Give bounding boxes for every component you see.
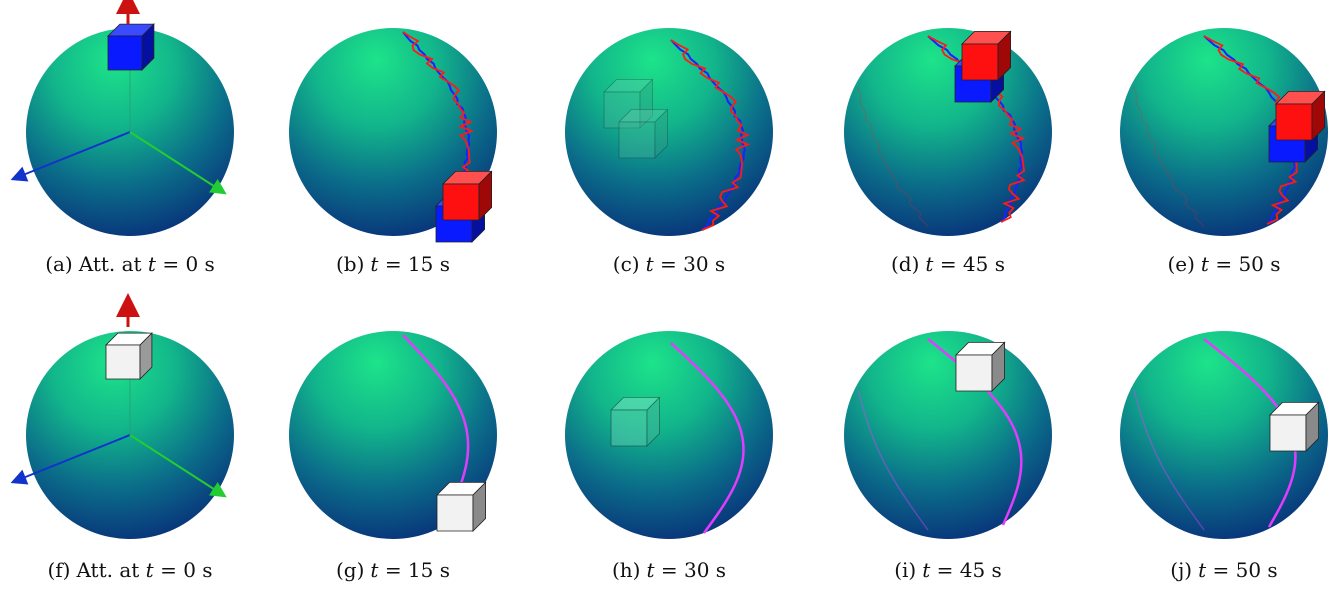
caption-a: (a) Att. at t = 0 s xyxy=(45,252,215,276)
body-cube xyxy=(107,23,155,71)
caption-label: (i) xyxy=(894,558,917,582)
trajectory xyxy=(670,39,751,231)
panel-b xyxy=(289,28,497,243)
y-axis-arrow xyxy=(129,131,227,195)
caption-prefix: Att. at xyxy=(76,558,146,582)
caption-variable: t xyxy=(646,558,655,582)
caption-variable: t xyxy=(370,558,379,582)
sphere xyxy=(844,28,1052,236)
sphere xyxy=(565,28,773,236)
body-cube xyxy=(436,481,487,532)
caption-value: = 15 s xyxy=(378,558,451,582)
panel-j xyxy=(1120,331,1328,539)
panel-a xyxy=(10,0,234,236)
caption-e: (e) t = 50 s xyxy=(1167,252,1280,276)
panel-e xyxy=(1120,28,1328,236)
caption-prefix: Att. at xyxy=(78,252,148,276)
caption-label: (g) xyxy=(335,558,365,582)
caption-value: = 30 s xyxy=(654,558,727,582)
caption-variable: t xyxy=(145,558,154,582)
caption-f: (f) Att. at t = 0 s xyxy=(47,558,212,582)
caption-i: (i) t = 45 s xyxy=(894,558,1002,582)
caption-variable: t xyxy=(645,252,654,276)
true-trace xyxy=(670,342,745,534)
caption-variable: t xyxy=(147,252,156,276)
caption-label: (c) xyxy=(612,252,640,276)
caption-g: (g) t = 15 s xyxy=(336,558,450,582)
caption-label: (d) xyxy=(890,252,920,276)
x-axis-arrow xyxy=(10,434,131,485)
sphere xyxy=(1120,28,1328,236)
caption-label: (f) xyxy=(47,558,71,582)
estimated-trace xyxy=(670,39,746,231)
caption-c: (c) t = 30 s xyxy=(613,252,725,276)
caption-variable: t xyxy=(370,252,379,276)
y-axis-arrow xyxy=(129,434,227,498)
caption-value: = 45 s xyxy=(933,252,1006,276)
measured-cube xyxy=(961,30,1012,81)
caption-d: (d) t = 45 s xyxy=(891,252,1005,276)
caption-variable: t xyxy=(1198,558,1207,582)
caption-j: (j) t = 50 s xyxy=(1170,558,1277,582)
caption-b: (b) t = 15 s xyxy=(336,252,450,276)
caption-label: (e) xyxy=(1167,252,1195,276)
caption-value: = 50 s xyxy=(1208,252,1281,276)
body-cube xyxy=(105,332,153,380)
caption-value: = 50 s xyxy=(1206,558,1278,582)
trajectory xyxy=(670,342,745,534)
caption-value: = 15 s xyxy=(378,252,451,276)
ghost-cube xyxy=(610,396,661,447)
x-axis-arrow xyxy=(10,131,131,182)
ghost-cube xyxy=(618,108,669,159)
panel-i xyxy=(844,331,1052,539)
measured-cube xyxy=(442,170,493,221)
ghost-cube xyxy=(603,78,654,129)
sphere xyxy=(844,331,1052,539)
sphere xyxy=(565,331,773,539)
panel-h xyxy=(565,331,773,539)
caption-variable: t xyxy=(925,252,934,276)
caption-h: (h) t = 30 s xyxy=(612,558,726,582)
measured-cube xyxy=(1275,90,1326,141)
body-cube xyxy=(955,341,1006,392)
body-cube xyxy=(1269,401,1320,452)
panel-d xyxy=(844,28,1052,236)
caption-label: (j) xyxy=(1170,558,1193,582)
caption-label: (a) xyxy=(45,252,73,276)
measured-trace xyxy=(670,39,751,231)
panel-g xyxy=(289,331,497,539)
caption-variable: t xyxy=(1200,252,1209,276)
caption-label: (h) xyxy=(611,558,641,582)
panel-f xyxy=(10,293,234,539)
caption-label: (b) xyxy=(335,252,365,276)
panel-c xyxy=(565,28,773,236)
caption-value: = 0 s xyxy=(153,558,213,582)
sphere xyxy=(1120,331,1328,539)
caption-value: = 30 s xyxy=(653,252,726,276)
caption-variable: t xyxy=(922,558,931,582)
body-axes xyxy=(10,62,227,195)
caption-value: = 45 s xyxy=(930,558,1002,582)
caption-value: = 0 s xyxy=(155,252,215,276)
